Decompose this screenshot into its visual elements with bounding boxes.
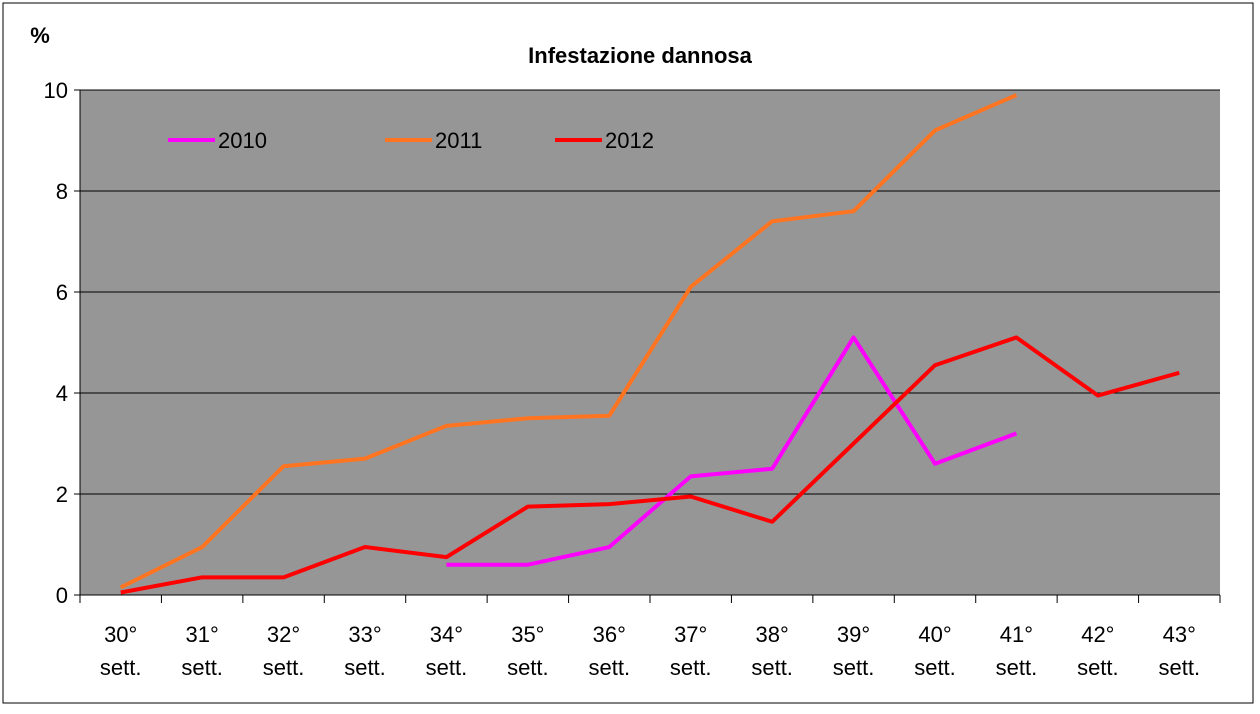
- legend-label: 2011: [435, 128, 482, 153]
- series-line: [120, 335, 1180, 595]
- x-tick-label: 42° sett.: [1077, 622, 1119, 680]
- legend-label: 2012: [605, 128, 654, 153]
- legend-label: 2010: [218, 128, 267, 153]
- x-tick-label: 38° sett.: [751, 622, 793, 680]
- x-tick-label: 35° sett.: [507, 622, 549, 680]
- x-tick-label: 36° sett.: [588, 622, 630, 680]
- x-tick-label: 31° sett.: [181, 622, 223, 680]
- chart-title: Infestazione dannosa: [528, 43, 752, 68]
- x-tick-label: 43° sett.: [1158, 622, 1200, 680]
- y-tick-label: 4: [56, 381, 68, 406]
- x-tick-label: 40° sett.: [914, 622, 956, 680]
- x-tick-label: 41° sett.: [996, 622, 1038, 680]
- x-tick-label: 30° sett.: [100, 622, 142, 680]
- series-line: [446, 335, 1018, 567]
- plot-area: [80, 90, 1220, 595]
- x-tick-label: 34° sett.: [426, 622, 468, 680]
- y-tick-label: 8: [56, 179, 68, 204]
- y-tick-label: 0: [56, 583, 68, 608]
- y-axis-label: %: [30, 23, 50, 48]
- x-tick-label: 39° sett.: [833, 622, 875, 680]
- y-tick-label: 2: [56, 482, 68, 507]
- x-tick-label: 33° sett.: [344, 622, 386, 680]
- y-tick-label: 6: [56, 280, 68, 305]
- series-line: [119, 93, 1018, 590]
- x-tick-label: 37° sett.: [670, 622, 712, 680]
- x-tick-label: 32° sett.: [263, 622, 305, 680]
- y-tick-label: 10: [44, 78, 68, 103]
